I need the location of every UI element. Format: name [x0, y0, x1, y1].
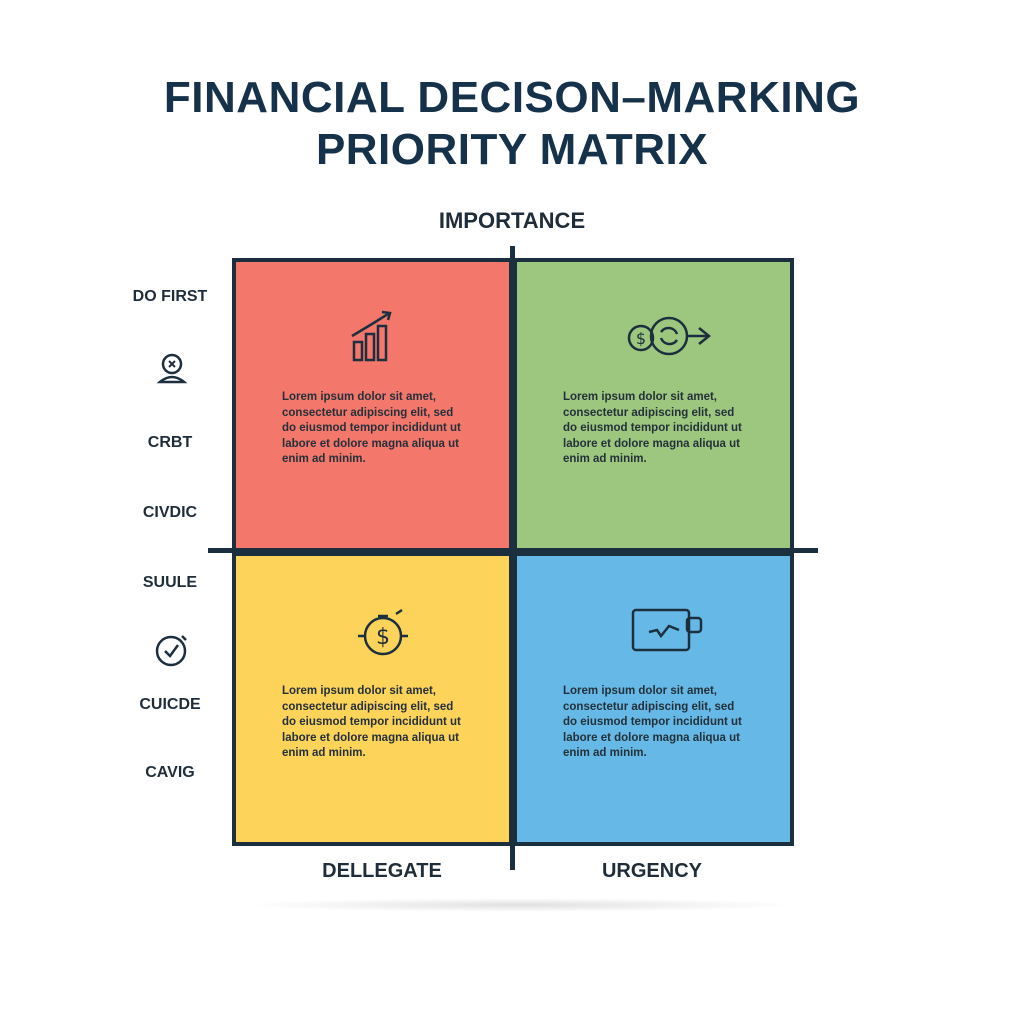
quadrant-text: Lorem ipsum dolor sit amet, consectetur …: [282, 391, 461, 465]
person-badge-icon: [156, 353, 188, 384]
delegate-axis-label: DELLEGATE: [322, 860, 442, 882]
side-label-2: CRBT: [147, 434, 193, 451]
card-transfer-icon: [631, 608, 702, 652]
dollar-timer-icon: $: [357, 608, 408, 656]
quadrant-top-right: $ Lorem ipsum dolor sit amet, consectetu…: [513, 258, 794, 552]
side-label-6: CAVIG: [145, 764, 195, 781]
coin-cycle-icon: $: [627, 316, 711, 356]
title-line-2: PRIORITY MATRIX: [315, 125, 709, 174]
clock-check-icon: [155, 635, 187, 667]
urgency-axis-label: URGENCY: [601, 860, 702, 882]
title-line-1: FINANCIAL DECISON–MARKING: [163, 73, 861, 122]
quadrant-top-left: Lorem ipsum dolor sit amet, consectetur …: [232, 258, 513, 552]
side-label-1: DO FIRST: [132, 288, 208, 305]
matrix-shadow: [240, 898, 800, 912]
quadrant-bottom-left: $ Lorem ipsum dolor sit amet, consectetu…: [232, 552, 513, 846]
quadrant-bottom-right: Lorem ipsum dolor sit amet, consectetur …: [513, 552, 794, 846]
svg-text:$: $: [376, 625, 390, 650]
quadrant-text: Lorem ipsum dolor sit amet, consectetur …: [563, 685, 742, 759]
importance-axis-label: IMPORTANCE: [438, 208, 586, 233]
vertical-axis-line: [510, 246, 515, 870]
svg-text:$: $: [635, 329, 645, 348]
side-label-3: CIVDIC: [142, 504, 198, 521]
quadrant-text: Lorem ipsum dolor sit amet, consectetur …: [563, 391, 742, 465]
side-label-5: CUICDE: [139, 696, 201, 713]
page-title: FINANCIAL DECISON–MARKING PRIORITY MATRI…: [0, 72, 1024, 176]
growth-chart-icon: [350, 310, 392, 362]
side-label-4: SUULE: [142, 574, 198, 591]
quadrant-text: Lorem ipsum dolor sit amet, consectetur …: [282, 685, 461, 759]
